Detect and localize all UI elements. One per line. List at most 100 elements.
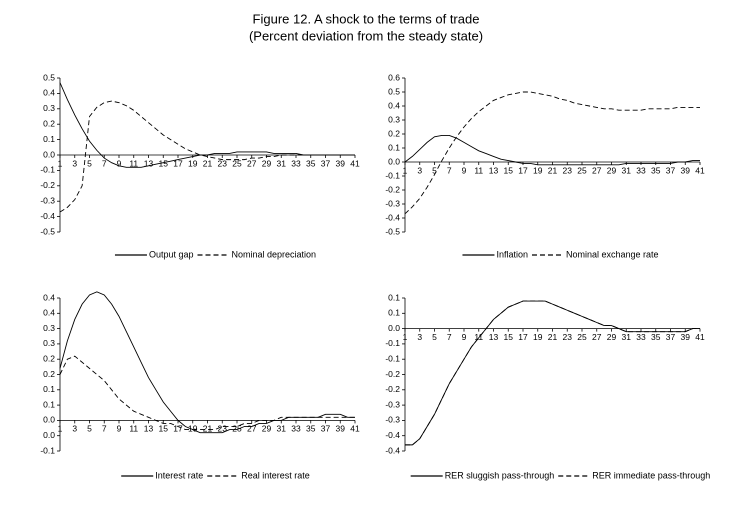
x-tick-label: 9 — [462, 165, 467, 175]
x-tick-label: 29 — [607, 332, 617, 342]
y-tick-label: 0.1 — [43, 399, 55, 409]
x-tick-label: 41 — [695, 332, 705, 342]
x-tick-label: 13 — [144, 158, 154, 168]
x-tick-label: 19 — [533, 332, 543, 342]
x-tick-label: 17 — [173, 424, 183, 434]
x-tick-label: 21 — [548, 165, 558, 175]
y-tick-label: 0.4 — [43, 88, 55, 98]
x-tick-label: 29 — [262, 158, 272, 168]
x-tick-label: 37 — [321, 158, 331, 168]
y-tick-label: 0.5 — [43, 72, 55, 82]
y-tick-label: -0.2 — [385, 184, 400, 194]
y-tick-label: 0.4 — [43, 308, 55, 318]
figure-title: Figure 12. A shock to the terms of trade — [253, 11, 480, 26]
x-tick-label: 33 — [636, 165, 646, 175]
x-tick-label: 19 — [533, 165, 543, 175]
x-tick-label: 9 — [117, 158, 122, 168]
x-tick-label: 7 — [447, 165, 452, 175]
x-tick-label: 17 — [518, 165, 528, 175]
x-tick-label: 29 — [262, 424, 272, 434]
y-tick-label: 0.4 — [388, 100, 400, 110]
y-tick-label: 0.2 — [43, 118, 55, 128]
x-tick-label: 33 — [291, 158, 301, 168]
x-tick-label: 1 — [403, 165, 408, 175]
y-tick-label: 0.6 — [388, 72, 400, 82]
x-tick-label: 5 — [432, 165, 437, 175]
series-line — [59, 100, 355, 213]
y-tick-label: -0.4 — [385, 212, 400, 222]
legend-label: Nominal exchange rate — [566, 249, 659, 259]
x-tick-label: 27 — [247, 158, 257, 168]
x-tick-label: 29 — [607, 165, 617, 175]
x-tick-label: 13 — [144, 424, 154, 434]
y-tick-label: 0.0 — [43, 415, 55, 425]
y-tick-label: 0.3 — [388, 114, 400, 124]
x-tick-label: 25 — [232, 424, 242, 434]
x-tick-label: 35 — [306, 158, 316, 168]
x-tick-label: 27 — [592, 332, 602, 342]
panel: 0.6 0.5 0.4 0.3 0.2 0.1 0.0 -0.1 -0.2 -0.3 -0.4 -0.… — [385, 72, 705, 259]
y-tick-label: -0.4 — [385, 445, 400, 455]
y-tick-label: -0.5 — [40, 226, 55, 236]
x-tick-label: 17 — [173, 158, 183, 168]
x-tick-label: 15 — [504, 332, 514, 342]
figure-subtitle: (Percent deviation from the steady state… — [249, 28, 483, 43]
x-tick-label: 19 — [188, 424, 198, 434]
y-tick-label: 0.2 — [43, 353, 55, 363]
x-tick-label: 31 — [277, 424, 287, 434]
panel: 0.50.40.30.20.10.0-0.1-0.2-0.3-0.4-0.51 3… — [40, 72, 360, 259]
y-tick-label: -0.2 — [385, 369, 400, 379]
y-tick-label: -0.4 — [385, 430, 400, 440]
x-tick-label: 35 — [651, 165, 661, 175]
x-tick-label: 1 — [58, 158, 63, 168]
x-tick-label: 9 — [117, 424, 122, 434]
series-line — [404, 134, 700, 166]
legend-label: Inflation — [496, 249, 528, 259]
x-tick-label: 37 — [321, 424, 331, 434]
x-tick-label: 39 — [336, 158, 346, 168]
x-tick-label: 27 — [592, 165, 602, 175]
y-tick-label: -0.3 — [40, 195, 55, 205]
y-tick-label: -0.3 — [385, 399, 400, 409]
x-tick-label: 3 — [417, 332, 422, 342]
y-tick-label: 0.1 — [388, 292, 400, 302]
x-tick-label: 39 — [336, 424, 346, 434]
x-tick-label: 13 — [489, 165, 499, 175]
x-tick-label: 5 — [432, 332, 437, 342]
panel: 0.40.40.30.30.20.20.10.10.00.0-0.11 3 5 7 9 1… — [40, 291, 360, 480]
y-tick-label: -0.2 — [385, 384, 400, 394]
y-tick-label: 0.0 — [388, 323, 400, 333]
x-tick-label: 31 — [622, 165, 632, 175]
y-tick-label: 0.2 — [43, 369, 55, 379]
x-tick-label: 15 — [159, 424, 169, 434]
x-tick-label: 1 — [58, 424, 63, 434]
x-tick-label: 11 — [129, 424, 138, 434]
legend: Inflation Nominal exchange rate — [462, 249, 659, 259]
x-tick-label: 13 — [489, 332, 499, 342]
y-tick-label: 0.3 — [43, 323, 55, 333]
y-tick-label: -0.4 — [40, 211, 55, 221]
x-tick-label: 15 — [159, 158, 169, 168]
x-tick-label: 37 — [666, 332, 676, 342]
x-tick-label: 21 — [548, 332, 558, 342]
x-tick-label: 41 — [350, 158, 360, 168]
x-tick-label: 7 — [102, 158, 107, 168]
x-tick-label: 19 — [188, 158, 198, 168]
legend-label: RER sluggish pass-through — [445, 470, 555, 480]
y-tick-label: 0.0 — [43, 149, 55, 159]
x-tick-label: 9 — [462, 332, 467, 342]
legend: Output gap Nominal depreciation — [114, 249, 316, 259]
y-tick-label: 0.3 — [43, 338, 55, 348]
y-tick-label: 0.0 — [43, 430, 55, 440]
y-tick-label: 0.1 — [43, 134, 55, 144]
y-tick-label: -0.1 — [385, 338, 400, 348]
y-tick-label: 0.2 — [388, 128, 400, 138]
y-tick-label: 0.1 — [43, 384, 55, 394]
legend-label: Output gap — [149, 249, 194, 259]
x-tick-label: 33 — [636, 332, 646, 342]
y-tick-label: -0.2 — [40, 180, 55, 190]
x-tick-label: 23 — [563, 165, 573, 175]
x-tick-label: 25 — [577, 165, 587, 175]
x-tick-label: 3 — [72, 158, 77, 168]
